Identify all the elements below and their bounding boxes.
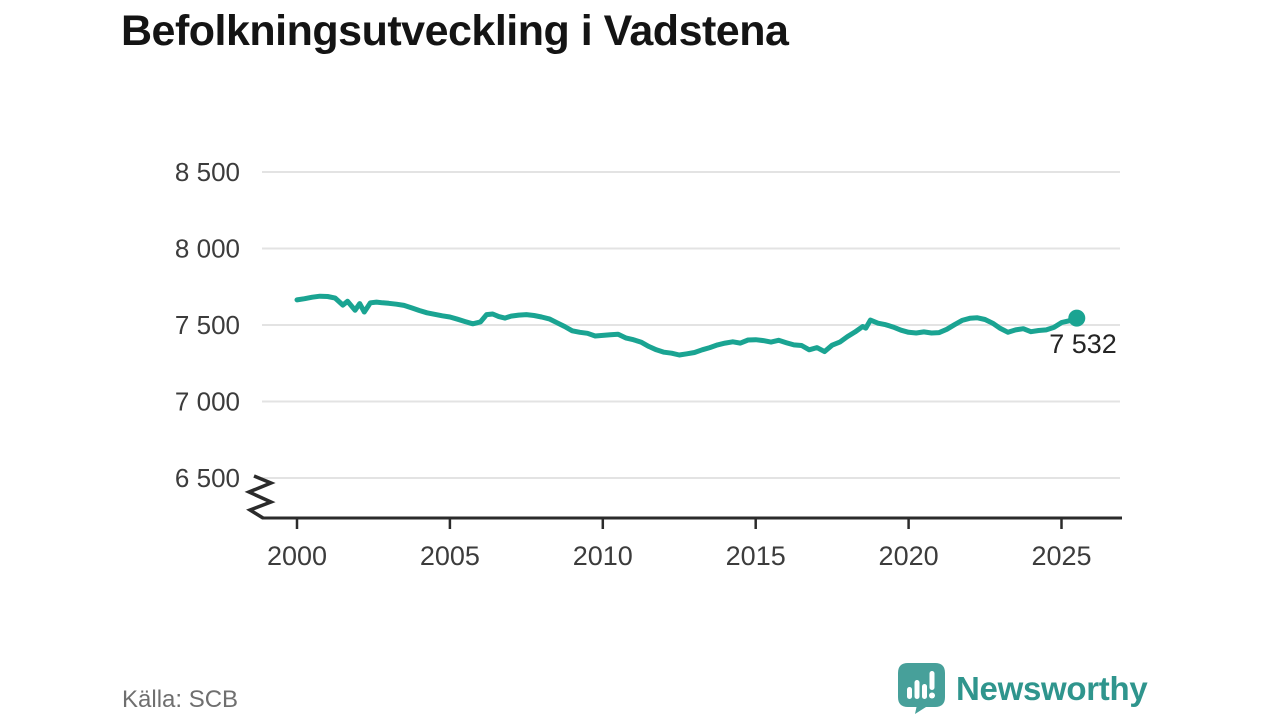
x-axis-tick-label: 2015 [726,541,786,571]
x-axis-tick-label: 2010 [573,541,633,571]
newsworthy-logo-icon [898,663,945,714]
logo-bar-short [907,687,912,699]
x-axis-tick-label: 2025 [1031,541,1091,571]
y-axis-tick-label: 8 000 [175,234,240,264]
y-axis-tick-label: 6 500 [175,463,240,493]
newsworthy-logo: Newsworthy [898,663,1148,714]
y-axis-break-icon [244,474,276,520]
logo-exclamation-dot [929,692,935,699]
y-axis-tick-label: 7 000 [175,387,240,417]
x-axis-tick-label: 2005 [420,541,480,571]
latest-value-dot [1068,309,1086,327]
newsworthy-logo-text: Newsworthy [956,669,1148,707]
chart-title: Befolkningsutveckling i Vadstena [121,7,789,55]
source-caption: Källa: SCB [122,686,239,713]
latest-value-label: 7 532 [1049,329,1117,359]
population-line [294,293,1080,358]
x-axis-tick-label: 2000 [267,541,327,571]
logo-bar-tall [914,680,920,699]
y-axis-tick-label: 8 500 [175,157,240,187]
x-axis-tick-label: 2020 [879,541,939,571]
logo-bar-medium [922,684,927,699]
logo-exclamation-bar [929,671,935,690]
y-axis-tick-label: 7 500 [175,310,240,340]
